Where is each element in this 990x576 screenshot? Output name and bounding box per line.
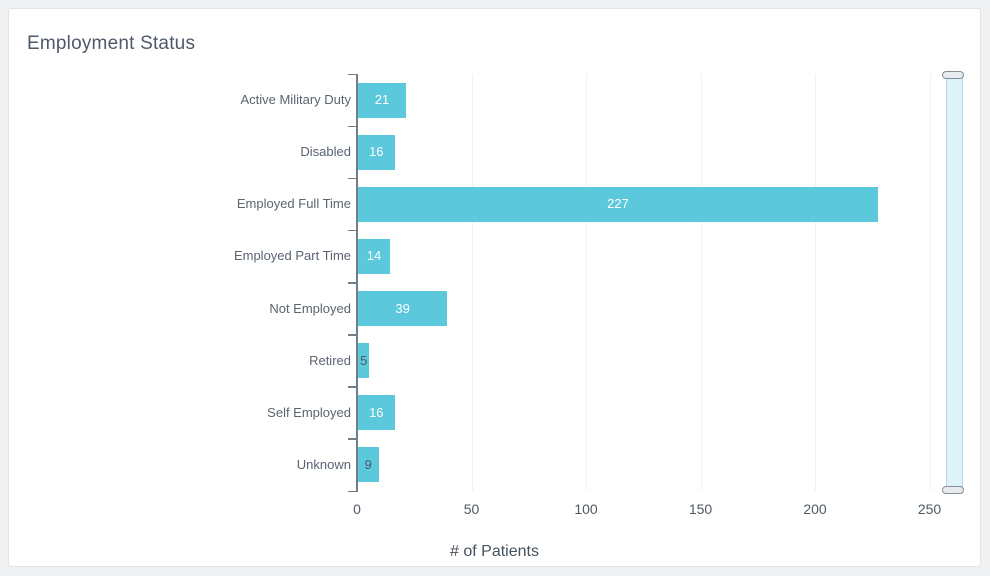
category-label: Self Employed <box>267 404 351 420</box>
bar[interactable] <box>358 447 379 483</box>
x-axis-tick-label: 250 <box>917 501 942 517</box>
category-label: Disabled <box>300 144 351 160</box>
x-axis-title: # of Patients <box>450 543 539 560</box>
bar[interactable] <box>358 343 370 379</box>
x-axis-tick-label: 100 <box>574 501 598 517</box>
bar-value-label: 14 <box>366 248 382 264</box>
gridline <box>471 74 473 491</box>
gridline <box>700 74 702 491</box>
bar-value-label: 16 <box>369 144 384 160</box>
bar[interactable] <box>358 134 395 170</box>
chart-scrollbar-handle-top[interactable] <box>942 71 964 79</box>
chart-scrollbar-track[interactable] <box>946 73 963 494</box>
bar-value-label: 39 <box>395 300 410 316</box>
bar[interactable] <box>358 291 448 327</box>
bar[interactable] <box>358 395 395 431</box>
bar-value-label: 21 <box>374 92 390 108</box>
bar[interactable] <box>358 186 878 222</box>
bar-chart-plot-area: 0 50 100 150 200 250 Active Military Duty 21 Dis… <box>9 9 980 566</box>
chart-title: Employment Status <box>27 33 196 54</box>
y-axis-tick <box>348 490 356 492</box>
category-label: Active Military Duty <box>240 92 351 108</box>
y-axis-tick <box>348 125 356 128</box>
category-label: Not Employed <box>269 300 351 316</box>
bar-value-label: 16 <box>369 404 384 420</box>
gridline <box>815 74 816 491</box>
x-axis-tick-label: 0 <box>353 501 361 517</box>
category-label: Retired <box>309 352 351 368</box>
category-label: Employed Part Time <box>233 248 351 264</box>
chart-scrollbar-handle-bottom[interactable] <box>942 486 964 494</box>
x-axis-tick-label: 200 <box>803 501 827 517</box>
y-axis-tick <box>348 177 356 180</box>
bar[interactable] <box>358 82 407 118</box>
y-axis-tick <box>348 282 356 284</box>
category-label: Employed Full Time <box>236 196 351 212</box>
x-axis-tick-label: 50 <box>463 501 480 517</box>
bar-value-label: 5 <box>360 352 368 368</box>
gridline <box>586 74 587 491</box>
chart-card: Employment Status 0 50 100 150 200 250 Active … <box>8 8 981 567</box>
gridline <box>929 74 931 491</box>
y-axis-tick <box>348 438 356 440</box>
y-axis-tick <box>348 334 356 336</box>
bar-value-label: 227 <box>607 196 629 212</box>
x-axis-tick-label: 150 <box>688 501 713 517</box>
bar[interactable] <box>358 238 391 274</box>
y-axis-tick <box>348 386 356 388</box>
y-axis-tick <box>348 73 356 75</box>
y-axis-line <box>356 74 358 492</box>
bar-value-label: 9 <box>364 456 372 472</box>
y-axis-tick <box>348 229 356 232</box>
category-label: Unknown <box>296 456 351 472</box>
